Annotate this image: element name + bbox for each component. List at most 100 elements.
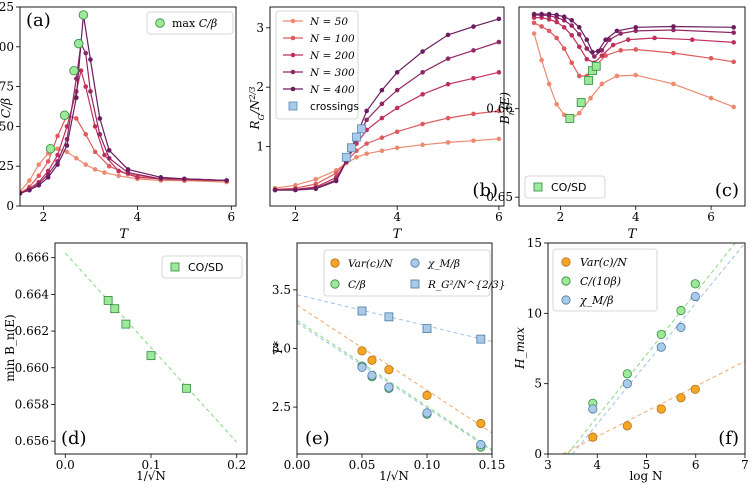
legend-marker: [410, 279, 420, 289]
x-tick-label: 0.0: [56, 458, 75, 472]
data-point: [539, 24, 544, 29]
legend-box: [323, 249, 491, 297]
co-sd-marker: [584, 76, 594, 85]
legend-marker: [170, 262, 180, 272]
data-point: [476, 418, 486, 429]
legend-label: max C/β: [172, 17, 217, 30]
fit-line: [562, 360, 745, 454]
data-point: [690, 291, 700, 302]
panel-label: (d): [61, 428, 87, 449]
data-point: [379, 115, 385, 121]
data-point: [445, 81, 451, 87]
data-point: [676, 393, 686, 403]
data-point: [394, 70, 400, 75]
y-tick-label: 75: [0, 80, 14, 94]
x-tick-label: 0.1: [141, 458, 160, 472]
legend-marker: [290, 35, 296, 41]
data-point: [445, 32, 451, 38]
panel-e: 0.00 0.05 0.10 0.15 2.5 3.0 3.5 (e) Var(c)/N C/β χ…: [271, 242, 506, 483]
data-point: [445, 56, 451, 61]
series-line: [534, 17, 734, 64]
series-line: [20, 114, 227, 194]
co-sd-marker: [576, 98, 586, 107]
data-point: [656, 329, 666, 340]
data-point: [88, 57, 93, 62]
data-point: [561, 46, 567, 51]
legend-marker: [288, 101, 298, 111]
legend-label: N = 300: [309, 67, 355, 79]
data-point: [394, 105, 400, 111]
y-tick-label: 0.65: [486, 190, 513, 204]
data-point: [576, 32, 582, 37]
data-point: [592, 54, 597, 59]
data-point: [569, 23, 575, 28]
data-point: [471, 48, 476, 53]
legend-label: crossings: [310, 101, 359, 113]
data-point: [610, 42, 616, 48]
data-point: [367, 355, 377, 365]
data-point: [471, 24, 476, 29]
legend-label: CO/SD: [551, 181, 587, 194]
data-point: [97, 116, 103, 121]
data-point: [603, 37, 608, 43]
data-point: [471, 111, 476, 117]
data-point: [357, 362, 367, 372]
data-point: [313, 176, 319, 182]
data-point: [106, 155, 112, 161]
plot-area: [20, 10, 229, 196]
legend-marker: [290, 52, 296, 58]
data-point: [102, 152, 107, 158]
x-tick-label: 5: [643, 458, 651, 472]
data-point: [671, 27, 676, 33]
x-axis-label: 1/√N: [379, 469, 409, 483]
data-point: [45, 175, 51, 180]
data-point: [74, 155, 79, 161]
data-point: [364, 108, 369, 114]
data-point: [546, 81, 552, 87]
y-tick-label: 15: [527, 236, 542, 250]
fit-line: [297, 319, 492, 450]
legend: Var(c)/N C/(10β) χ_M/β: [552, 248, 658, 312]
plot-area: [297, 294, 492, 452]
data-point: [92, 149, 98, 155]
x-tick-label: 4: [593, 458, 601, 472]
legend: CO/SD: [161, 255, 243, 279]
y-tick-label: 0.66: [486, 102, 513, 116]
data-point: [708, 95, 714, 101]
plot-area: [562, 243, 745, 454]
data-point: [55, 152, 60, 158]
data-point: [125, 167, 131, 172]
data-point: [576, 44, 582, 50]
x-axis-label: T: [393, 227, 403, 242]
x-tick-label: 4: [134, 210, 142, 224]
data-point: [690, 279, 700, 289]
y-tick-label: 0: [534, 447, 542, 461]
axes-frame: [518, 6, 746, 207]
y-axis-label: min B_n(E): [3, 314, 17, 381]
plot-area: [531, 11, 736, 123]
max-marker: [73, 38, 84, 49]
data-point: [394, 87, 400, 93]
data-point: [618, 31, 623, 36]
data-point: [656, 404, 666, 414]
data-point: [561, 14, 567, 20]
data-point: [103, 296, 113, 305]
data-point: [45, 159, 51, 164]
data-point: [379, 101, 385, 107]
data-point: [531, 20, 537, 26]
plot-area: [272, 16, 502, 193]
y-tick-label: 5: [534, 377, 542, 391]
data-point: [618, 48, 623, 53]
data-point: [64, 124, 70, 129]
y-axis-label: Bn(E): [498, 92, 516, 125]
data-point: [146, 351, 156, 361]
data-point: [422, 324, 432, 333]
x-tick-label: 7: [741, 458, 749, 472]
data-point: [622, 421, 632, 431]
x-axis-label: 1/√N: [136, 469, 166, 483]
data-point: [333, 178, 339, 184]
data-point: [55, 162, 60, 167]
co-sd-marker: [565, 114, 575, 123]
y-tick-label: 0.656: [15, 434, 49, 448]
data-point: [554, 35, 559, 41]
